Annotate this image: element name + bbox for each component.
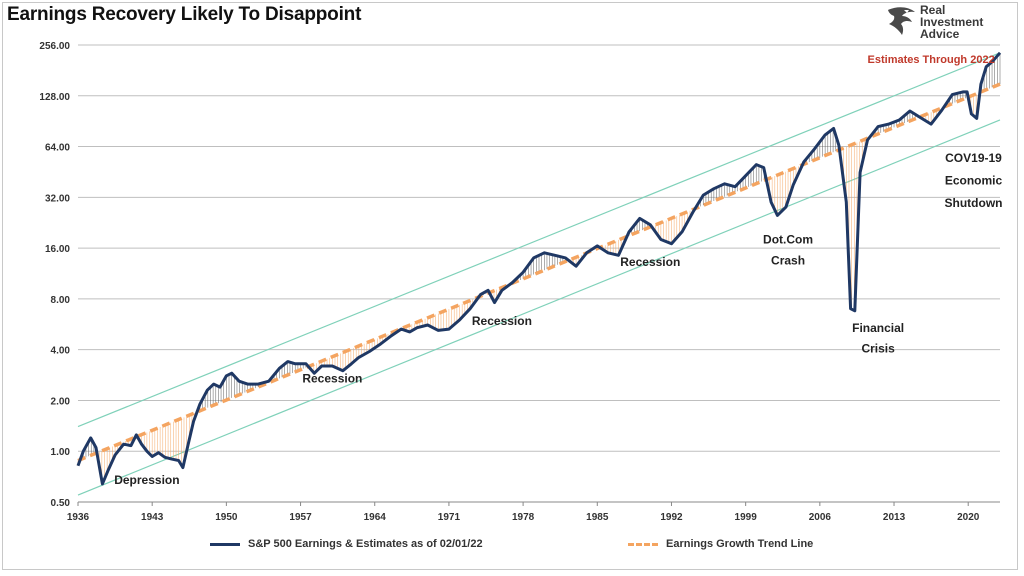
earnings-line xyxy=(76,51,1002,486)
logo-text: Real Investment Advice xyxy=(920,4,983,40)
y-tick-label: 64.00 xyxy=(45,143,70,154)
y-tick-label: 32.00 xyxy=(45,193,70,204)
annotation-label: Shutdown xyxy=(945,196,1003,210)
legend-label-trend: Earnings Growth Trend Line xyxy=(666,538,814,550)
x-tick-label: 1964 xyxy=(364,512,387,523)
annotation-label: Financial xyxy=(852,321,904,335)
y-tick-label: 256.00 xyxy=(39,41,70,52)
x-tick-label: 1957 xyxy=(289,512,312,523)
x-tick-label: 1971 xyxy=(438,512,461,523)
annotation-label: Crisis xyxy=(861,341,895,355)
channel-line xyxy=(77,119,1001,496)
annotation-label: Depression xyxy=(114,473,179,487)
logo-line-2: Investment xyxy=(920,15,984,29)
channel-line xyxy=(77,52,1001,428)
chart-annotations: Estimates Through 2022 Depression Recessio… xyxy=(114,54,1002,487)
logo-line-3: Advice xyxy=(920,27,960,41)
trend-line xyxy=(77,82,1001,463)
deviation-fill xyxy=(77,52,1001,481)
legend-swatch-earnings xyxy=(210,542,240,546)
x-tick-label: 1943 xyxy=(141,512,164,523)
x-tick-label: 2006 xyxy=(809,512,832,523)
x-tick-label: 1992 xyxy=(660,512,683,523)
x-tick-label: 1999 xyxy=(735,512,758,523)
legend-swatch-trend xyxy=(628,542,658,546)
annotation-label: Dot.Com xyxy=(763,233,813,247)
logo-line-1: Real xyxy=(920,3,946,17)
legend-item-trend: Earnings Growth Trend Line xyxy=(628,538,813,550)
logo: Real Investment Advice xyxy=(884,4,1004,44)
y-tick-label: 128.00 xyxy=(39,92,70,103)
series-lines xyxy=(76,51,1002,486)
x-tick-label: 2020 xyxy=(957,512,980,523)
y-tick-label: 16.00 xyxy=(45,244,70,255)
annotation-label: Recession xyxy=(302,372,362,386)
x-axis-ticks: 1936 1943 1950 1957 1964 1971 1978 1985 1992 1999… xyxy=(67,501,1000,523)
annotation-label: Recession xyxy=(472,314,532,328)
x-tick-label: 1936 xyxy=(67,512,90,523)
annotation-label: COV19-19 xyxy=(945,151,1002,165)
chart-frame xyxy=(2,2,1018,570)
x-tick-label: 1985 xyxy=(586,512,609,523)
y-tick-label: 1.00 xyxy=(51,447,71,458)
x-tick-label: 1950 xyxy=(215,512,238,523)
y-tick-label: 0.50 xyxy=(51,498,71,509)
y-tick-label: 8.00 xyxy=(51,295,71,306)
y-tick-label: 4.00 xyxy=(51,346,71,357)
y-tick-label: 2.00 xyxy=(51,396,71,407)
legend-label-earnings: S&P 500 Earnings & Estimates as of 02/01… xyxy=(248,538,483,550)
eagle-logo-icon xyxy=(888,7,915,35)
y-axis-ticks: 256.00 128.00 64.00 32.00 16.00 8.00 4.00 2.00 1… xyxy=(39,41,70,509)
annotation-label: Recession xyxy=(620,255,680,269)
x-tick-label: 2013 xyxy=(883,512,906,523)
chart-title: Earnings Recovery Likely To Disappoint xyxy=(7,4,362,25)
chart-legend: S&P 500 Earnings & Estimates as of 02/01… xyxy=(0,536,1016,556)
legend-item-earnings: S&P 500 Earnings & Estimates as of 02/01… xyxy=(210,538,483,550)
annotation-label: Economic xyxy=(945,174,1003,188)
x-tick-label: 1978 xyxy=(512,512,535,523)
annotation-label: Crash xyxy=(771,253,805,267)
annotation-label: Estimates Through 2022 xyxy=(868,54,995,66)
